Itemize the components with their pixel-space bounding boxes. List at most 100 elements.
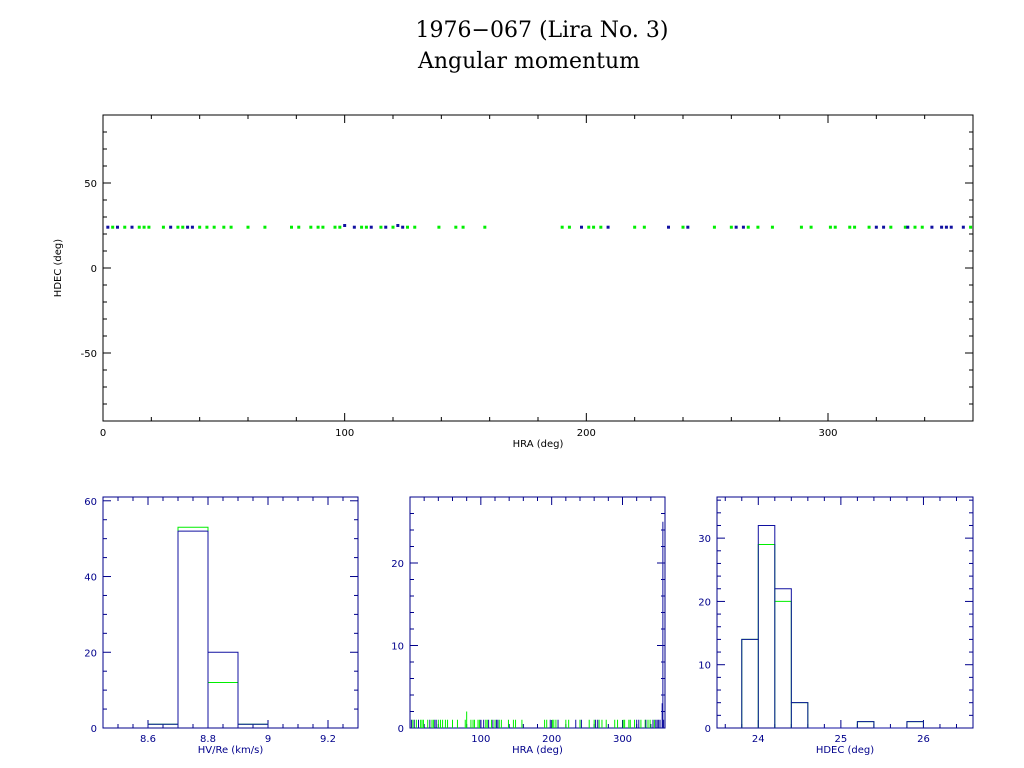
y-tick-label: 0: [398, 724, 404, 735]
x-tick-label: 8.6: [140, 734, 156, 745]
data-point: [379, 225, 383, 229]
x-axis-label: HRA (deg): [512, 745, 563, 756]
data-point: [606, 225, 610, 229]
data-point: [123, 225, 127, 229]
data-point: [906, 225, 910, 229]
y-tick-label: 30: [698, 534, 711, 545]
x-tick-label: 25: [835, 734, 848, 745]
y-tick-label: 50: [84, 179, 97, 190]
data-point: [587, 225, 591, 229]
x-tick-label: 9: [265, 734, 271, 745]
data-point: [106, 225, 110, 229]
data-point: [369, 225, 373, 229]
data-point: [142, 225, 146, 229]
data-point: [944, 225, 948, 229]
data-point: [930, 225, 934, 229]
data-point: [949, 225, 953, 229]
x-tick-label: 100: [471, 734, 490, 745]
data-point: [137, 225, 141, 229]
data-point: [116, 225, 119, 229]
hist-blue: [741, 524, 924, 729]
data-point: [741, 225, 745, 229]
data-point: [130, 225, 134, 229]
y-tick-label: 10: [391, 642, 404, 653]
data-point: [309, 225, 313, 229]
y-tick-label: 0: [705, 724, 711, 735]
data-point: [799, 225, 803, 229]
data-point: [729, 225, 733, 229]
data-point: [483, 225, 487, 229]
data-point: [874, 225, 878, 229]
data-point: [940, 225, 944, 229]
y-tick-label: 0: [91, 724, 97, 735]
data-point: [290, 225, 293, 229]
data-point: [828, 225, 832, 229]
data-point: [889, 225, 893, 229]
data-point: [364, 225, 368, 229]
y-tick-label: 20: [698, 597, 711, 608]
data-point: [111, 225, 115, 229]
data-point: [316, 225, 320, 229]
x-tick-label: 200: [577, 428, 596, 439]
data-point: [580, 225, 583, 229]
x-tick-label: 26: [917, 734, 930, 745]
data-point: [198, 225, 202, 229]
data-point: [734, 225, 738, 229]
data-point: [882, 225, 886, 229]
data-point: [560, 225, 564, 229]
data-point: [338, 225, 342, 229]
data-point: [969, 225, 973, 229]
y-tick-label: 40: [84, 573, 97, 584]
data-point: [222, 225, 226, 229]
chart-subtitle: Angular momentum: [417, 49, 640, 74]
data-point: [809, 225, 813, 229]
hist-frame-3: [716, 496, 974, 729]
x-axis-label: HV/Re (km/s): [198, 745, 264, 756]
data-point: [384, 225, 388, 229]
data-point: [401, 225, 405, 229]
data-point: [321, 225, 325, 229]
data-point: [246, 225, 250, 229]
data-point: [961, 225, 965, 229]
x-tick-label: 300: [613, 734, 632, 745]
data-point: [190, 225, 194, 229]
data-point: [147, 225, 151, 229]
data-point: [867, 225, 871, 229]
data-point: [454, 225, 458, 229]
data-point: [712, 225, 716, 229]
data-point: [686, 225, 690, 229]
data-point: [212, 225, 216, 229]
chart-title: 1976−067 (Lira No. 3): [416, 18, 669, 43]
data-point: [437, 225, 441, 229]
data-point: [833, 225, 837, 229]
data-point: [186, 225, 190, 229]
data-point: [642, 225, 646, 229]
data-point: [633, 225, 637, 229]
x-axis-label: HDEC (deg): [816, 745, 874, 756]
data-point: [413, 225, 417, 229]
data-point: [333, 225, 337, 229]
data-point: [920, 225, 924, 229]
data-point: [391, 225, 395, 229]
y-tick-label: 60: [84, 497, 97, 508]
y-axis-label: HDEC (deg): [53, 239, 64, 297]
x-tick-label: 300: [818, 428, 837, 439]
data-point: [343, 224, 347, 227]
data-point: [848, 225, 852, 229]
data-point: [297, 225, 301, 229]
data-point: [667, 225, 670, 229]
data-point: [913, 225, 917, 229]
data-point: [592, 225, 596, 229]
data-point: [681, 225, 685, 229]
hist-frame-2: [409, 496, 666, 729]
x-tick-label: 200: [542, 734, 561, 745]
data-point: [352, 225, 356, 229]
data-point: [229, 225, 233, 229]
y-tick-label: 0: [91, 264, 97, 275]
x-tick-label: 9.2: [320, 734, 336, 745]
data-point: [169, 225, 173, 229]
y-tick-label: 20: [84, 648, 97, 659]
data-point: [406, 225, 409, 229]
data-point: [205, 225, 209, 229]
